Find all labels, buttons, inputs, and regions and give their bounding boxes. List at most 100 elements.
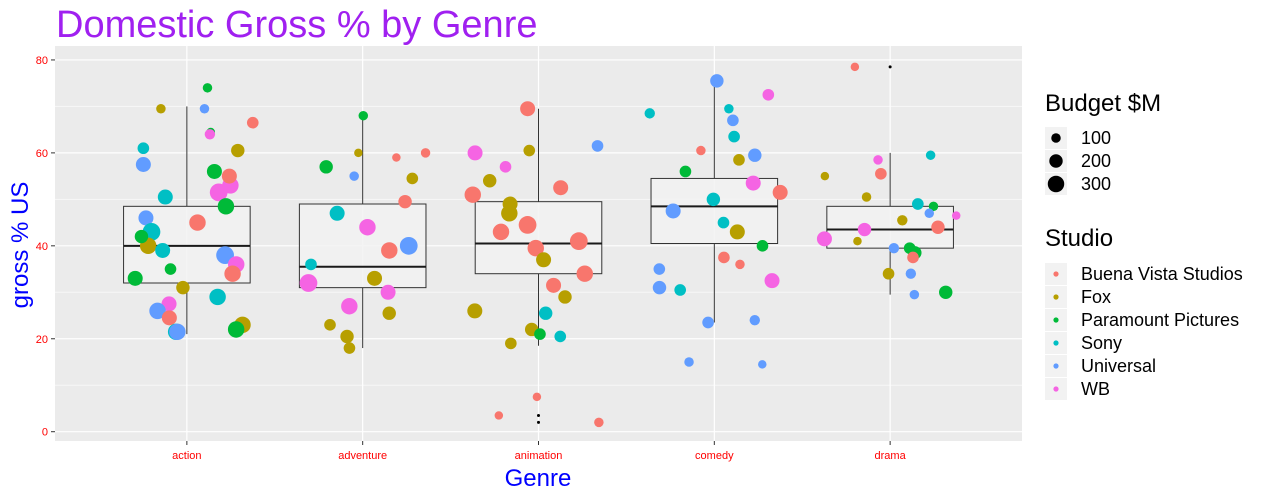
data-point [319,160,333,174]
x-tick-label: animation [515,450,563,462]
data-point [748,148,762,162]
data-point [343,342,356,354]
data-point [381,242,398,259]
data-point [340,329,354,344]
data-point [684,357,694,367]
data-point [299,274,318,292]
data-point [169,323,186,341]
data-point [727,114,739,127]
data-point [527,239,544,257]
data-point [523,144,536,157]
data-point [820,171,830,181]
data-point [756,240,769,252]
color-legend-dot [1053,363,1059,369]
data-point [367,270,383,286]
color-legend-label: Universal [1081,356,1156,376]
x-tick-label: drama [875,450,907,462]
size-legend-dot [1047,175,1065,193]
data-point [359,219,376,236]
data-point [221,168,237,184]
color-legend-dot [1053,340,1059,346]
data-point [157,189,173,205]
data-point [591,140,604,152]
data-point [733,154,745,166]
color-legend-label: Sony [1081,333,1122,353]
data-point [706,192,721,207]
data-point [538,306,553,320]
data-point [653,263,666,275]
data-point [204,129,216,140]
data-point [546,277,562,293]
color-legend-dot [1053,271,1059,277]
size-legend-title: Budget $M [1045,90,1161,117]
data-point [176,280,190,295]
data-point [209,288,226,306]
data-point [679,165,692,178]
color-legend-dot [1053,386,1059,392]
data-point [467,303,483,319]
data-point [161,296,177,312]
data-point [135,156,151,173]
data-point [816,231,832,247]
data-point [216,246,234,264]
data-point [644,108,655,119]
x-tick-label: comedy [695,450,734,462]
size-legend-dot [1051,133,1061,143]
data-point [762,88,775,101]
data-point [772,184,788,200]
data-point [199,103,210,114]
data-point [534,328,546,340]
data-point [224,265,241,282]
data-point [674,284,687,296]
data-point [138,210,154,226]
x-tick-label: adventure [338,450,387,462]
data-point [576,265,593,282]
data-point [861,192,872,202]
data-point [728,130,740,143]
data-point [558,290,572,304]
data-point [652,280,667,295]
data-point [137,142,150,155]
data-point [354,148,363,158]
data-point [912,198,924,210]
data-point [853,236,862,246]
data-point [909,289,920,300]
color-legend-dot [1053,317,1059,323]
data-point [702,316,714,329]
data-point [406,172,419,185]
data-point [209,183,228,202]
data-point [380,284,396,300]
data-point [520,101,536,117]
data-point [492,223,510,241]
data-point [569,232,588,251]
data-point [928,201,939,212]
data-point [494,411,504,420]
data-point [202,83,213,93]
data-point [420,148,431,158]
data-point [594,417,604,428]
data-point [553,180,569,196]
data-point [164,263,177,275]
data-point [758,360,767,369]
data-point [505,337,517,350]
data-point [127,270,143,286]
data-point [718,251,730,264]
chart-title: Domestic Gross % by Genre [56,4,537,46]
data-point [501,205,518,222]
data-point [231,143,245,158]
data-point [939,285,953,300]
data-point [764,273,780,289]
color-legend-label: WB [1081,379,1110,399]
data-point [155,242,171,258]
x-axis-title: Genre [505,465,572,492]
data-point [724,103,734,114]
data-point [536,252,552,268]
data-point [665,203,681,219]
data-point [464,186,481,203]
data-point [888,242,900,254]
data-point [329,205,345,221]
data-point [246,116,259,129]
y-tick-label: 20 [36,334,48,346]
data-point [710,74,724,88]
